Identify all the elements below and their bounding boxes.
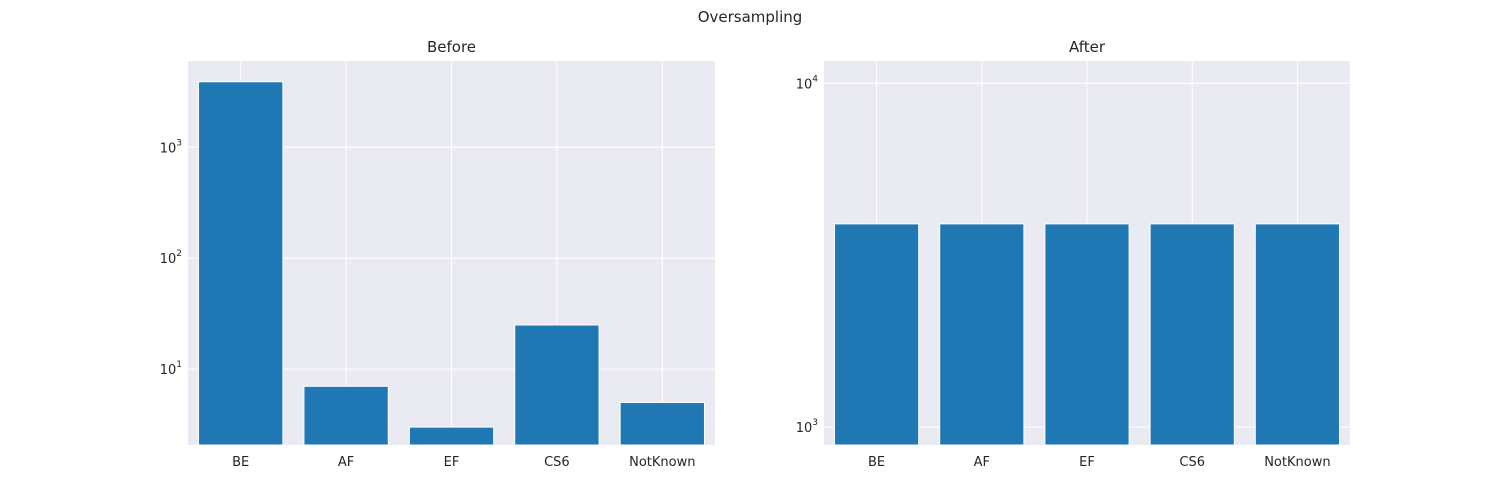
x-tick-label: BE [232, 455, 249, 470]
x-tick-label: BE [868, 455, 885, 470]
x-tick-label: CS6 [1179, 455, 1205, 470]
figure-suptitle: Oversampling [698, 8, 803, 26]
bar-af [303, 385, 389, 446]
x-tick-label: EF [1079, 455, 1095, 470]
subplot-title: Before [427, 38, 476, 56]
y-tick-label: 103 [160, 138, 182, 156]
bar-be [834, 223, 920, 446]
bar-be [198, 81, 284, 446]
bar-ef [408, 426, 495, 446]
subplot-after: 103 104 BE AF EF CS6 NotKnown After [796, 38, 1350, 470]
y-tick-label: 102 [160, 249, 182, 267]
x-tick-label: EF [444, 455, 460, 470]
bar-notknown [619, 402, 705, 446]
bar-ef [1044, 223, 1130, 446]
bar-cs6 [514, 324, 600, 446]
y-tick-label: 101 [160, 360, 182, 378]
x-tick-label: CS6 [544, 455, 570, 470]
x-tick-label: AF [338, 455, 354, 470]
bar-notknown [1254, 223, 1340, 446]
x-tick-label: NotKnown [629, 455, 695, 470]
y-tick-label: 104 [796, 74, 819, 92]
bar-af [939, 223, 1025, 446]
subplot-before: 101 102 103 BE AF EF CS6 NotKnown Before [160, 38, 715, 470]
y-tick-label: 103 [796, 418, 818, 436]
subplot-title: After [1069, 38, 1106, 56]
x-tick-label: AF [974, 455, 990, 470]
bar-cs6 [1149, 223, 1235, 446]
x-tick-label: NotKnown [1264, 455, 1330, 470]
